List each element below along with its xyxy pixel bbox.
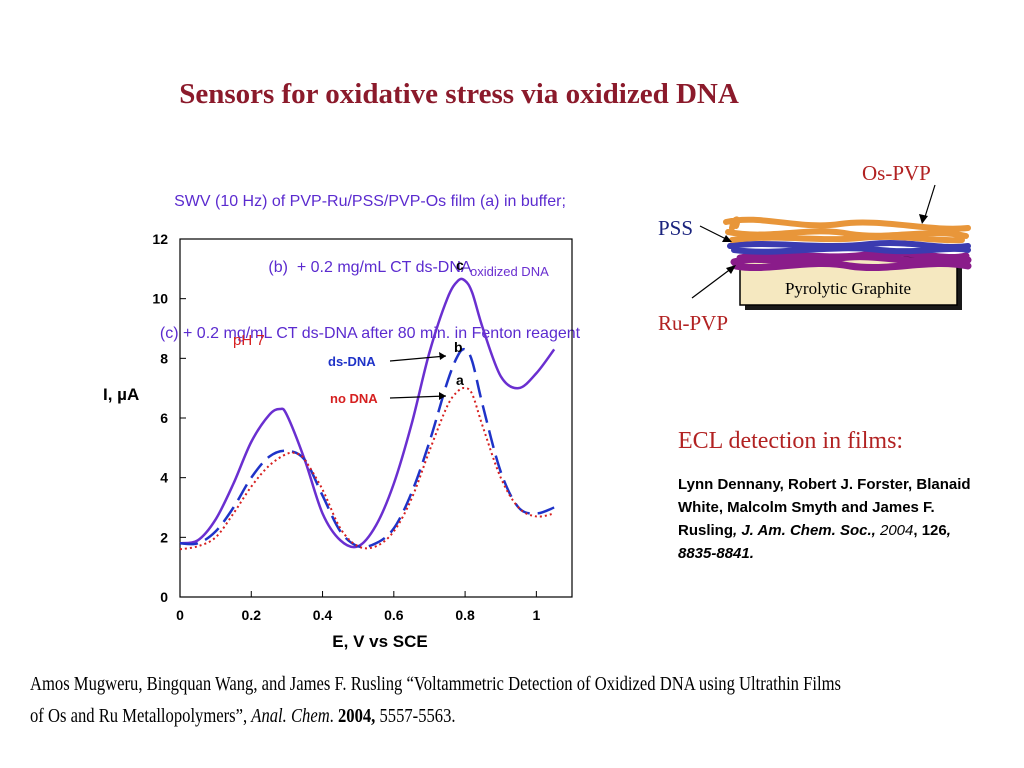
os-pvp-arrow: [923, 184, 936, 221]
slide-title: Sensors for oxidative stress via oxidize…: [179, 78, 739, 110]
x-tick-label: 0.8: [455, 607, 475, 623]
series-c-line: [179, 277, 556, 549]
citation-pages: 5557-5563.: [375, 705, 456, 727]
y-tick-label: 12: [152, 231, 168, 247]
os-pvp-label: Os-PVP: [862, 161, 931, 185]
ecl-journal: , J. Am. Chem. Soc.,: [733, 522, 876, 539]
chart-title-line-1: SWV (10 Hz) of PVP-Ru/PSS/PVP-Os film (a…: [174, 193, 566, 210]
os-pvp-arrowhead: [919, 214, 928, 224]
y-tick-label: 0: [160, 589, 168, 605]
ecl-reference: Lynn Dennany, Robert J. Forster, Blanaid…: [678, 473, 978, 565]
x-tick-label: 0: [176, 607, 184, 623]
series-a-line: [179, 387, 555, 551]
ecl-heading: ECL detection in films:: [678, 428, 904, 454]
ru-pvp-arrow: [691, 267, 733, 299]
citation-journal: Anal. Chem: [251, 705, 330, 727]
curve-label-c: c: [456, 257, 464, 273]
y-tick-label: 4: [160, 470, 168, 486]
y-tick-label: 6: [160, 410, 168, 426]
pss-arrowhead: [722, 235, 732, 242]
x-tick-label: 0.2: [242, 607, 262, 623]
pss-label: PSS: [658, 216, 693, 240]
no-dna-arrowhead: [439, 392, 446, 400]
x-tick-label: 1: [532, 607, 540, 623]
series-b-line: [179, 347, 555, 549]
substrate-label: Pyrolytic Graphite: [785, 279, 911, 298]
ds-dna-annotation: ds-DNA: [328, 354, 376, 369]
x-axis-label: E, V vs SCE: [332, 632, 427, 651]
ds-dna-arrowhead: [439, 352, 446, 360]
pss-layer: [727, 240, 971, 255]
ru-pvp-layer: [730, 248, 972, 272]
voltammogram-chart: 0 2 4 6 8 10 12 0 0.2 0.4 0.6 0.8 1 I, µA E, V vs S…: [103, 231, 573, 651]
pss-arrow: [699, 225, 729, 241]
y-tick-label: 8: [160, 350, 168, 366]
ru-pvp-arrowhead: [726, 265, 736, 274]
ecl-authors: Lynn Dennany, Robert J. Forster, Blanaid…: [678, 476, 971, 539]
os-pvp-layer: [723, 216, 971, 244]
series-group: [179, 277, 556, 551]
citation-separator: .: [329, 705, 338, 727]
citation-text: Amos Mugweru, Bingquan Wang, and James F…: [30, 673, 841, 727]
ecl-year: 2004: [880, 522, 914, 539]
ecl-pages: , 8835-8841.: [678, 522, 951, 562]
y-axis-label: I, µA: [103, 385, 139, 404]
ds-dna-arrow: [389, 355, 447, 362]
x-tick-label: 0.6: [384, 607, 404, 623]
x-axis: 0 0.2 0.4 0.6 0.8 1: [176, 591, 540, 623]
ru-pvp-label: Ru-PVP: [658, 311, 728, 335]
curve-label-b: b: [454, 339, 463, 355]
y-tick-label: 10: [152, 291, 168, 307]
y-axis: 0 2 4 6 8 10 12: [152, 231, 186, 605]
y-tick-label: 2: [160, 529, 168, 545]
ecl-volume: , 126: [913, 522, 947, 539]
x-tick-label: 0.4: [313, 607, 333, 623]
ph-annotation: pH 7: [233, 332, 265, 349]
no-dna-annotation: no DNA: [330, 391, 378, 406]
curve-label-a: a: [456, 372, 464, 388]
chart-title-line-2: (b) + 0.2 mg/mL CT ds-DNA: [268, 259, 472, 276]
citation: Amos Mugweru, Bingquan Wang, and James F…: [30, 668, 843, 732]
film-diagram: Pyrolytic Graphite Os-PVP PSS Ru-PVP: [658, 161, 972, 335]
no-dna-arrow: [389, 395, 447, 399]
citation-year: 2004,: [337, 705, 376, 727]
oxidized-dna-annotation: oxidized DNA: [470, 264, 549, 279]
